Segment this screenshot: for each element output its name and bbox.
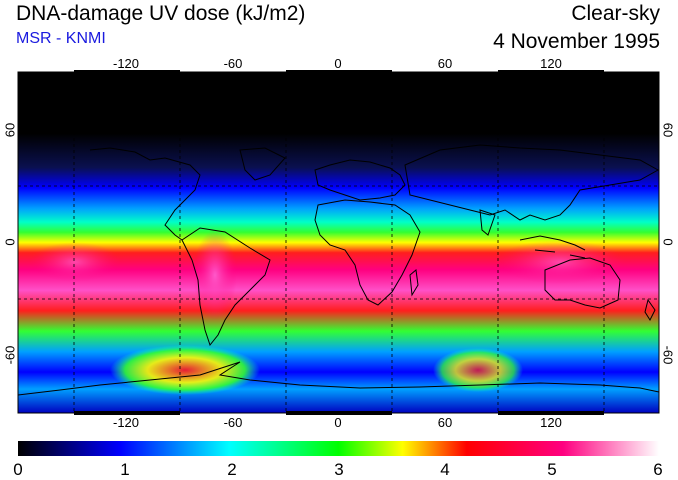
colorbar-label-0: 0 [13,460,23,479]
coast-africa [314,199,421,306]
colorbar-label-3: 3 [334,460,344,479]
lon-tick-top-120e: 120 [540,56,562,71]
uv-hotspot-antarctic-east [433,348,523,392]
coast-europe [314,159,406,201]
lat-tick-right-60n: 60 [660,122,676,138]
lat-tick-right-0: 0 [660,238,676,246]
coast-antarctica [18,361,659,396]
graticule [18,72,659,413]
coast-south-america [181,227,271,347]
lat-tick-left-0: 0 [2,238,18,246]
source-label: MSR - KNMI [16,30,106,47]
coast-india [479,209,496,236]
colorbar-label-6: 6 [653,460,663,479]
lon-tick-bottom-60w: -60 [223,415,243,430]
coast-greenland [239,147,286,181]
uv-hotspot-andes [193,230,237,320]
date-label: 4 November 1995 [493,30,660,53]
colorbar-label-2: 2 [227,460,237,479]
lon-tick-top-0: 0 [334,56,342,71]
lon-tick-top-60e: 60 [437,56,453,71]
colorbar-label-4: 4 [440,460,450,479]
uv-hotspot-antarctic-west [110,345,260,395]
colorbar-label-5: 5 [547,460,557,479]
title-text: DNA-damage UV dose (kJ/m2) [16,2,306,25]
lon-tick-bottom-60e: 60 [437,415,453,430]
coastlines [18,144,659,396]
colorbar [18,441,659,456]
lon-tick-bottom-0: 0 [334,415,342,430]
uv-hotspot-indian-ocean [495,240,625,284]
coast-asia [404,144,659,221]
uv-hotspot-south-pacific [30,242,120,282]
sky-condition-label: Clear-sky [571,2,660,25]
coast-indonesia [519,235,586,259]
lat-tick-right-60s: -60 [660,345,676,365]
lon-tick-top-120w: -120 [112,56,140,71]
lat-tick-left-60n: 60 [2,122,18,138]
lon-tick-bottom-120w: -120 [112,415,140,430]
lon-tick-bottom-120e: 120 [540,415,562,430]
coast-madagascar [409,269,419,297]
colorbar-label-1: 1 [120,460,130,479]
coast-australia [544,257,621,309]
lon-tick-top-60w: -60 [223,56,243,71]
lat-tick-left-60s: -60 [2,345,18,365]
coast-new-zealand [644,298,656,322]
coast-north-america [89,147,201,241]
